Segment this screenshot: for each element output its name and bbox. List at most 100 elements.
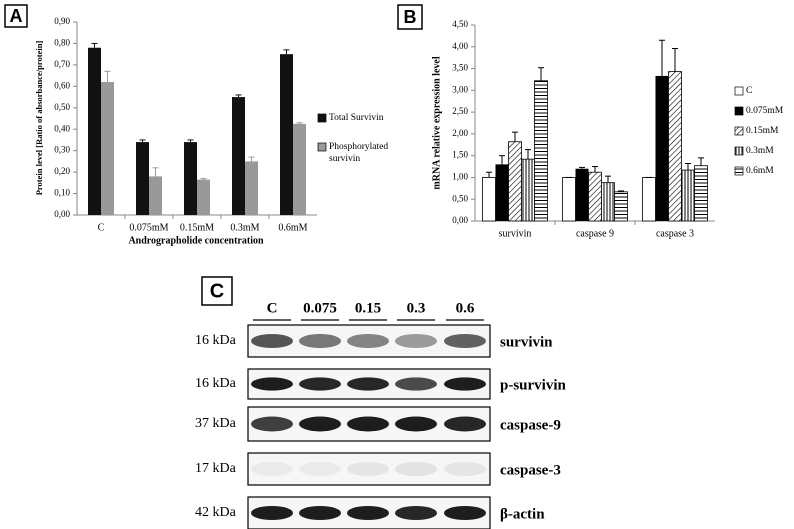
protein-label: β-actin: [500, 506, 545, 522]
y-tick-label: 4,50: [452, 19, 468, 29]
legend-label: Phosphorylated survivin: [329, 142, 390, 164]
panel-label: B: [404, 7, 417, 27]
protein-label: p-survivin: [500, 377, 567, 393]
band: [444, 377, 486, 391]
bar: [614, 191, 628, 222]
legend-swatch: [317, 113, 327, 123]
x-tick-label: caspase 3: [656, 228, 694, 239]
y-tick-label: 2,50: [452, 106, 468, 116]
bar: [232, 97, 245, 215]
legend-label: 0.15mM: [746, 126, 779, 136]
y-tick-label: 2,00: [452, 128, 468, 138]
y-tick-label: 3,50: [452, 63, 468, 73]
bar: [482, 177, 496, 222]
band: [251, 377, 293, 391]
band: [395, 505, 437, 521]
y-axis-label: mRNA relative expression level: [431, 56, 442, 189]
band: [395, 333, 437, 349]
x-tick-label: 0.15mM: [180, 222, 214, 233]
band: [299, 505, 341, 521]
y-tick-label: 0,10: [54, 188, 70, 198]
band: [299, 377, 341, 391]
y-tick-label: 0,00: [54, 209, 70, 219]
kda-label: 17 kDa: [195, 461, 237, 476]
panel-box: [397, 4, 423, 30]
legend-swatch: [734, 146, 744, 156]
lane-label: C: [267, 300, 278, 316]
x-tick-label: C: [98, 222, 105, 233]
bar: [601, 182, 615, 222]
legend-label: 0.6mM: [746, 166, 774, 176]
bar: [655, 75, 669, 222]
bar: [149, 176, 162, 215]
bar: [245, 161, 258, 215]
x-tick-label: survivin: [499, 228, 532, 239]
x-tick-label: 0.075mM: [129, 222, 168, 233]
band: [299, 461, 341, 477]
legend-label: C: [746, 86, 752, 96]
protein-label: caspase-3: [500, 462, 561, 478]
panel-label: C: [210, 280, 224, 302]
y-tick-label: 0,20: [54, 166, 70, 176]
y-tick-label: 4,00: [452, 41, 468, 51]
x-tick-label: 0.3mM: [230, 222, 259, 233]
bar: [101, 82, 114, 216]
bar: [495, 164, 509, 221]
lane-label: 0.3: [407, 300, 426, 316]
y-axis-label: Protein level [Ratio of absorbance/prote…: [34, 41, 44, 196]
y-tick-label: 0,70: [54, 59, 70, 69]
legend-swatch: [317, 142, 327, 152]
band: [251, 461, 293, 477]
legend-swatch: [734, 86, 744, 96]
band: [395, 461, 437, 477]
band: [444, 505, 486, 521]
panel-box: [4, 4, 28, 28]
kda-label: 37 kDa: [195, 416, 237, 431]
band: [251, 505, 293, 521]
band: [347, 505, 389, 521]
band: [347, 416, 389, 432]
bar: [280, 54, 293, 215]
lane-label: 0.6: [456, 300, 475, 316]
band: [251, 333, 293, 349]
band: [347, 377, 389, 391]
band: [444, 333, 486, 349]
protein-label: caspase-9: [500, 417, 561, 433]
y-tick-label: 0,60: [54, 80, 70, 90]
x-tick-label: caspase 9: [576, 228, 614, 239]
legend-label: 0.3mM: [746, 146, 774, 156]
bar: [575, 168, 589, 221]
band: [444, 416, 486, 432]
band: [251, 416, 293, 432]
bar: [88, 47, 101, 215]
band: [347, 461, 389, 477]
blot-strip: [247, 452, 491, 486]
y-tick-label: 1,50: [452, 150, 468, 160]
bar: [184, 142, 197, 215]
lane-label: 0.075: [303, 300, 337, 316]
x-axis-label: Andrographolide concentration: [128, 235, 264, 246]
band: [444, 461, 486, 477]
bar: [293, 123, 306, 215]
kda-label: 42 kDa: [195, 505, 237, 520]
y-tick-label: 0,30: [54, 145, 70, 155]
bar: [681, 169, 695, 222]
bar: [136, 142, 149, 215]
y-tick-label: 0,00: [452, 215, 468, 225]
band: [299, 333, 341, 349]
legend-label: 0.075mM: [746, 106, 784, 116]
panel-box: [201, 276, 233, 306]
y-tick-label: 3,00: [452, 84, 468, 94]
bar: [197, 179, 210, 215]
legend-swatch: [734, 106, 744, 116]
legend-swatch: [734, 126, 744, 136]
bar: [642, 177, 656, 222]
y-tick-label: 0,40: [54, 123, 70, 133]
y-tick-label: 0,80: [54, 38, 70, 48]
band: [395, 377, 437, 391]
legend-swatch: [734, 166, 744, 176]
panel-label: A: [10, 6, 23, 26]
kda-label: 16 kDa: [195, 376, 237, 391]
bar: [508, 141, 522, 222]
protein-label: survivin: [500, 334, 553, 350]
